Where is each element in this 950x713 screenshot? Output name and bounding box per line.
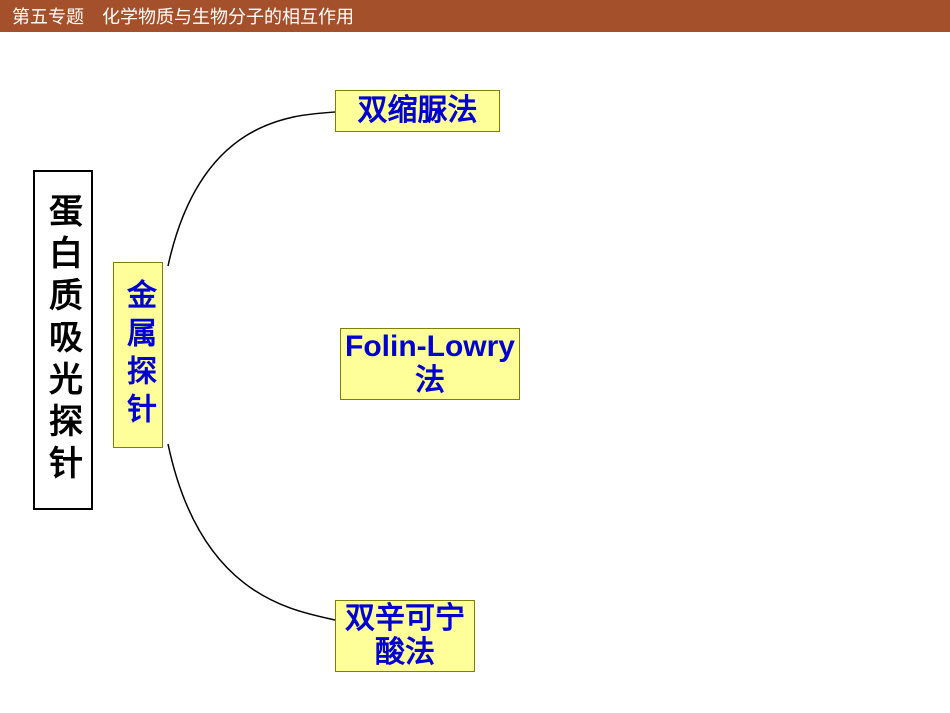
leaf-label: Folin-Lowry法: [345, 330, 515, 399]
leaf-node-bca: 双辛可宁酸法: [335, 600, 475, 672]
leaf-label: 双缩脲法: [358, 94, 478, 129]
leaf-node-folin-lowry: Folin-Lowry法: [340, 328, 520, 400]
root-node-label: 蛋白质吸光探针: [39, 193, 88, 487]
connector-path-bottom: [168, 444, 335, 620]
leaf-node-biuret: 双缩脲法: [335, 90, 500, 132]
root-node-protein-probe: 蛋白质吸光探针: [33, 170, 93, 510]
mid-node-metal-probe: 金属探针: [113, 262, 163, 448]
connector-path-top: [168, 112, 335, 266]
mid-node-label: 金属探针: [116, 279, 160, 431]
slide-header: 第五专题 化学物质与生物分子的相互作用: [0, 0, 950, 32]
header-title: 第五专题 化学物质与生物分子的相互作用: [12, 3, 354, 29]
leaf-label: 双辛可宁酸法: [340, 602, 470, 671]
